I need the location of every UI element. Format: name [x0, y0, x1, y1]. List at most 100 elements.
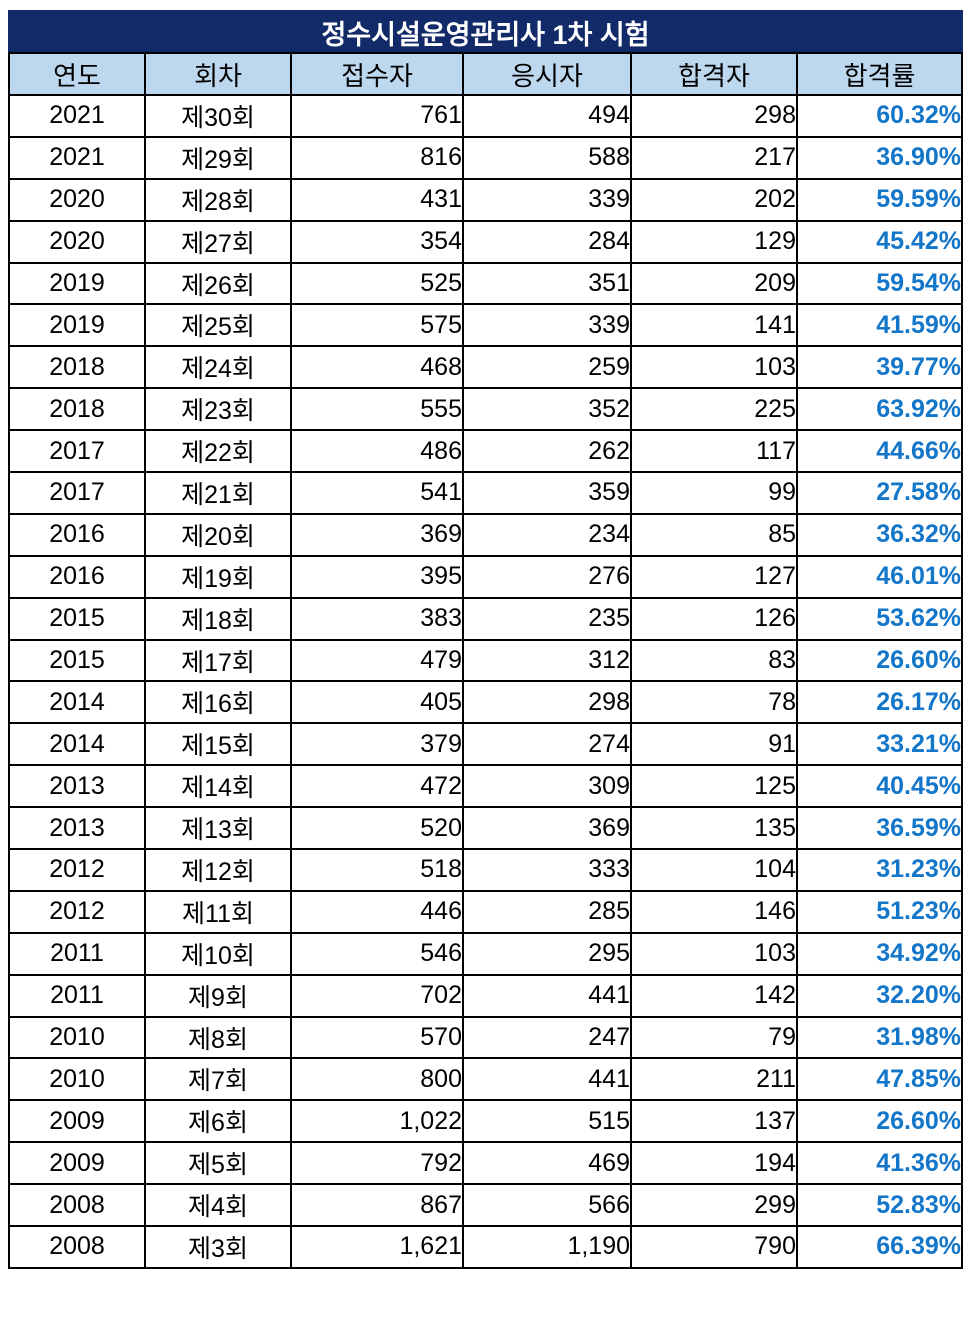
cell-examinees: 588 — [462, 135, 632, 180]
header-row: 연도 회차 접수자 응시자 합격자 합격률 — [8, 52, 964, 96]
column-header-passers: 합격자 — [630, 52, 798, 96]
cell-year: 2020 — [8, 219, 146, 264]
cell-pass-rate: 41.36% — [795, 1141, 964, 1186]
table-row: 2011 제9회 702 441 142 32.20% — [8, 973, 964, 1018]
cell-pass-rate: 59.54% — [795, 261, 964, 306]
table-body: 2021 제30회 761 494 298 60.32% 2021 제29회 816 588 217… — [8, 94, 964, 1269]
cell-applicants: 486 — [290, 429, 464, 474]
cell-passers: 217 — [630, 135, 798, 180]
cell-passers: 209 — [630, 261, 798, 306]
table-row: 2018 제23회 555 352 225 63.92% — [8, 387, 964, 432]
column-header-round: 회차 — [144, 52, 292, 96]
table-row: 2012 제12회 518 333 104 31.23% — [8, 848, 964, 892]
cell-applicants: 702 — [290, 973, 464, 1018]
cell-year: 2018 — [8, 387, 146, 432]
cell-round: 제5회 — [144, 1141, 292, 1186]
cell-year: 2009 — [8, 1099, 146, 1144]
cell-year: 2021 — [8, 135, 146, 180]
cell-year: 2012 — [8, 889, 146, 934]
table-row: 2020 제27회 354 284 129 45.42% — [8, 219, 964, 264]
cell-year: 2011 — [8, 931, 146, 976]
cell-pass-rate: 45.42% — [795, 219, 964, 264]
cell-examinees: 309 — [462, 764, 632, 809]
cell-pass-rate: 59.59% — [795, 177, 964, 222]
cell-passers: 126 — [630, 596, 798, 641]
table-row: 2015 제17회 479 312 83 26.60% — [8, 638, 964, 683]
cell-passers: 103 — [630, 931, 798, 976]
cell-round: 제30회 — [144, 94, 292, 138]
cell-examinees: 352 — [462, 387, 632, 432]
cell-pass-rate: 36.32% — [795, 512, 964, 557]
cell-applicants: 405 — [290, 680, 464, 725]
cell-examinees: 276 — [462, 554, 632, 599]
cell-passers: 103 — [630, 345, 798, 390]
cell-examinees: 339 — [462, 303, 632, 348]
cell-applicants: 546 — [290, 931, 464, 976]
cell-pass-rate: 41.59% — [795, 303, 964, 348]
cell-applicants: 525 — [290, 261, 464, 306]
cell-passers: 299 — [630, 1183, 798, 1228]
cell-passers: 142 — [630, 973, 798, 1018]
cell-round: 제16회 — [144, 680, 292, 725]
cell-year: 2014 — [8, 722, 146, 767]
cell-round: 제12회 — [144, 848, 292, 892]
cell-round: 제17회 — [144, 638, 292, 683]
cell-year: 2019 — [8, 261, 146, 306]
cell-round: 제6회 — [144, 1099, 292, 1144]
cell-round: 제22회 — [144, 429, 292, 474]
cell-applicants: 520 — [290, 806, 464, 851]
cell-passers: 129 — [630, 219, 798, 264]
cell-applicants: 446 — [290, 889, 464, 934]
cell-pass-rate: 34.92% — [795, 931, 964, 976]
cell-pass-rate: 39.77% — [795, 345, 964, 390]
cell-year: 2009 — [8, 1141, 146, 1186]
table-row: 2018 제24회 468 259 103 39.77% — [8, 345, 964, 390]
cell-passers: 99 — [630, 471, 798, 515]
cell-applicants: 1,022 — [290, 1099, 464, 1144]
cell-examinees: 312 — [462, 638, 632, 683]
cell-applicants: 761 — [290, 94, 464, 138]
cell-examinees: 247 — [462, 1015, 632, 1060]
table-row: 2021 제30회 761 494 298 60.32% — [8, 94, 964, 138]
table-row: 2010 제7회 800 441 211 47.85% — [8, 1057, 964, 1102]
cell-examinees: 333 — [462, 848, 632, 892]
cell-applicants: 518 — [290, 848, 464, 892]
cell-examinees: 441 — [462, 1057, 632, 1102]
cell-applicants: 575 — [290, 303, 464, 348]
cell-year: 2016 — [8, 512, 146, 557]
cell-applicants: 472 — [290, 764, 464, 809]
cell-round: 제3회 — [144, 1225, 292, 1269]
cell-round: 제8회 — [144, 1015, 292, 1060]
cell-pass-rate: 33.21% — [795, 722, 964, 767]
cell-passers: 194 — [630, 1141, 798, 1186]
cell-passers: 83 — [630, 638, 798, 683]
cell-examinees: 285 — [462, 889, 632, 934]
cell-passers: 91 — [630, 722, 798, 767]
cell-pass-rate: 47.85% — [795, 1057, 964, 1102]
table-row: 2008 제3회 1,621 1,190 790 66.39% — [8, 1225, 964, 1269]
cell-year: 2008 — [8, 1183, 146, 1228]
cell-examinees: 351 — [462, 261, 632, 306]
cell-applicants: 379 — [290, 722, 464, 767]
cell-applicants: 555 — [290, 387, 464, 432]
cell-applicants: 570 — [290, 1015, 464, 1060]
cell-examinees: 274 — [462, 722, 632, 767]
cell-year: 2018 — [8, 345, 146, 390]
cell-year: 2013 — [8, 764, 146, 809]
cell-year: 2020 — [8, 177, 146, 222]
cell-round: 제9회 — [144, 973, 292, 1018]
cell-year: 2017 — [8, 429, 146, 474]
table-row: 2021 제29회 816 588 217 36.90% — [8, 135, 964, 180]
cell-applicants: 479 — [290, 638, 464, 683]
cell-round: 제27회 — [144, 219, 292, 264]
cell-round: 제28회 — [144, 177, 292, 222]
cell-applicants: 468 — [290, 345, 464, 390]
cell-year: 2014 — [8, 680, 146, 725]
column-header-pass-rate: 합격률 — [795, 52, 964, 96]
cell-examinees: 359 — [462, 471, 632, 515]
cell-passers: 137 — [630, 1099, 798, 1144]
cell-applicants: 816 — [290, 135, 464, 180]
cell-pass-rate: 51.23% — [795, 889, 964, 934]
cell-round: 제11회 — [144, 889, 292, 934]
